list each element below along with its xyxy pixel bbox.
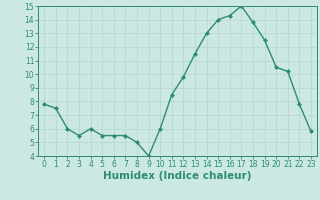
X-axis label: Humidex (Indice chaleur): Humidex (Indice chaleur)	[103, 171, 252, 181]
